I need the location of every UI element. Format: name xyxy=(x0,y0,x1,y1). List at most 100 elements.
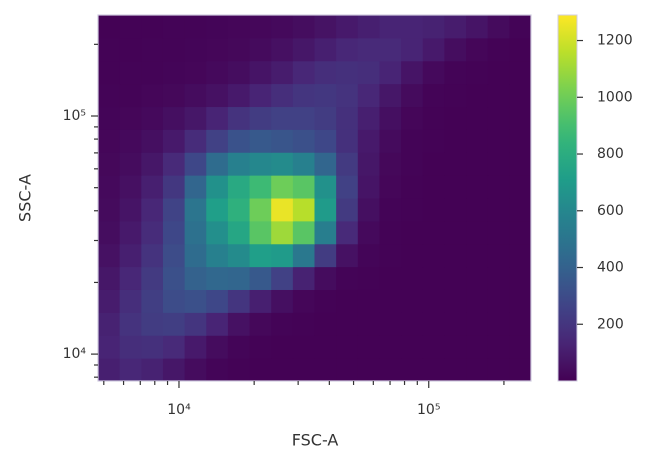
x-tick-label: 10⁵ xyxy=(417,402,440,418)
bin xyxy=(422,358,445,382)
bin xyxy=(162,129,186,153)
bin xyxy=(401,335,424,359)
bin xyxy=(292,37,315,62)
bin xyxy=(141,289,164,313)
bin xyxy=(379,37,402,62)
bin xyxy=(119,175,142,199)
bin xyxy=(119,129,142,153)
bin xyxy=(162,198,186,222)
bin xyxy=(162,152,186,176)
bin xyxy=(184,152,207,176)
bin xyxy=(141,37,164,62)
bin xyxy=(119,289,142,313)
bin xyxy=(249,358,272,382)
bin xyxy=(271,15,294,39)
bin xyxy=(314,198,337,222)
bin xyxy=(98,106,121,130)
bin xyxy=(271,220,294,245)
bin xyxy=(249,129,272,153)
bin xyxy=(444,106,467,130)
bin xyxy=(184,266,207,290)
bin xyxy=(141,83,164,108)
bin xyxy=(379,198,402,222)
bin xyxy=(466,312,489,336)
bin xyxy=(249,266,272,290)
bin xyxy=(444,335,467,359)
bin xyxy=(509,175,532,199)
bin xyxy=(292,129,315,153)
bin xyxy=(487,37,510,62)
bin xyxy=(466,220,489,245)
bin xyxy=(444,220,467,245)
bin xyxy=(227,83,251,108)
bin xyxy=(487,289,510,313)
y-tick-label: 10⁴ xyxy=(63,346,87,362)
bin xyxy=(487,60,510,85)
bin xyxy=(292,312,315,336)
bin xyxy=(336,266,359,290)
bin xyxy=(227,289,251,313)
bin xyxy=(206,37,229,62)
bin xyxy=(357,266,380,290)
bin xyxy=(466,37,489,62)
colorbar-tick-label: 1200 xyxy=(597,33,633,49)
bin xyxy=(379,106,402,130)
y-axis-label: SSC-A xyxy=(16,174,35,222)
bin xyxy=(184,198,207,222)
bin xyxy=(141,312,164,336)
bin xyxy=(271,152,294,176)
bin xyxy=(466,152,489,176)
x-tick-label: 10⁴ xyxy=(167,402,191,418)
bin xyxy=(444,312,467,336)
bin xyxy=(357,60,380,85)
bin xyxy=(509,266,532,290)
bin xyxy=(98,60,121,85)
bin xyxy=(292,106,315,130)
bin xyxy=(227,106,251,130)
bin xyxy=(357,358,380,382)
bin xyxy=(444,243,467,268)
bin xyxy=(206,335,229,359)
bin xyxy=(119,358,142,382)
bin xyxy=(401,175,424,199)
bin xyxy=(466,175,489,199)
bin xyxy=(336,289,359,313)
bin xyxy=(336,175,359,199)
bin xyxy=(487,312,510,336)
bin xyxy=(422,220,445,245)
bin xyxy=(401,129,424,153)
bin xyxy=(509,106,532,130)
bin xyxy=(249,106,272,130)
bin xyxy=(466,15,489,39)
colorbar-tick-label: 400 xyxy=(597,260,624,276)
bin xyxy=(249,15,272,39)
bin xyxy=(466,243,489,268)
bin xyxy=(357,198,380,222)
bin xyxy=(292,358,315,382)
bin xyxy=(487,175,510,199)
bin xyxy=(206,266,229,290)
bin xyxy=(119,266,142,290)
bin xyxy=(292,289,315,313)
bin xyxy=(422,15,445,39)
bin xyxy=(422,289,445,313)
bin xyxy=(98,335,121,359)
bin xyxy=(249,198,272,222)
bin xyxy=(206,175,229,199)
bin xyxy=(227,335,251,359)
bin xyxy=(162,106,186,130)
bin xyxy=(336,152,359,176)
bin xyxy=(314,266,337,290)
bin xyxy=(184,15,207,39)
bin xyxy=(401,198,424,222)
bin xyxy=(292,220,315,245)
bin xyxy=(206,106,229,130)
bin xyxy=(336,335,359,359)
bin xyxy=(422,175,445,199)
bin xyxy=(184,358,207,382)
bin xyxy=(379,60,402,85)
bin xyxy=(401,60,424,85)
bin xyxy=(509,60,532,85)
bin xyxy=(357,37,380,62)
